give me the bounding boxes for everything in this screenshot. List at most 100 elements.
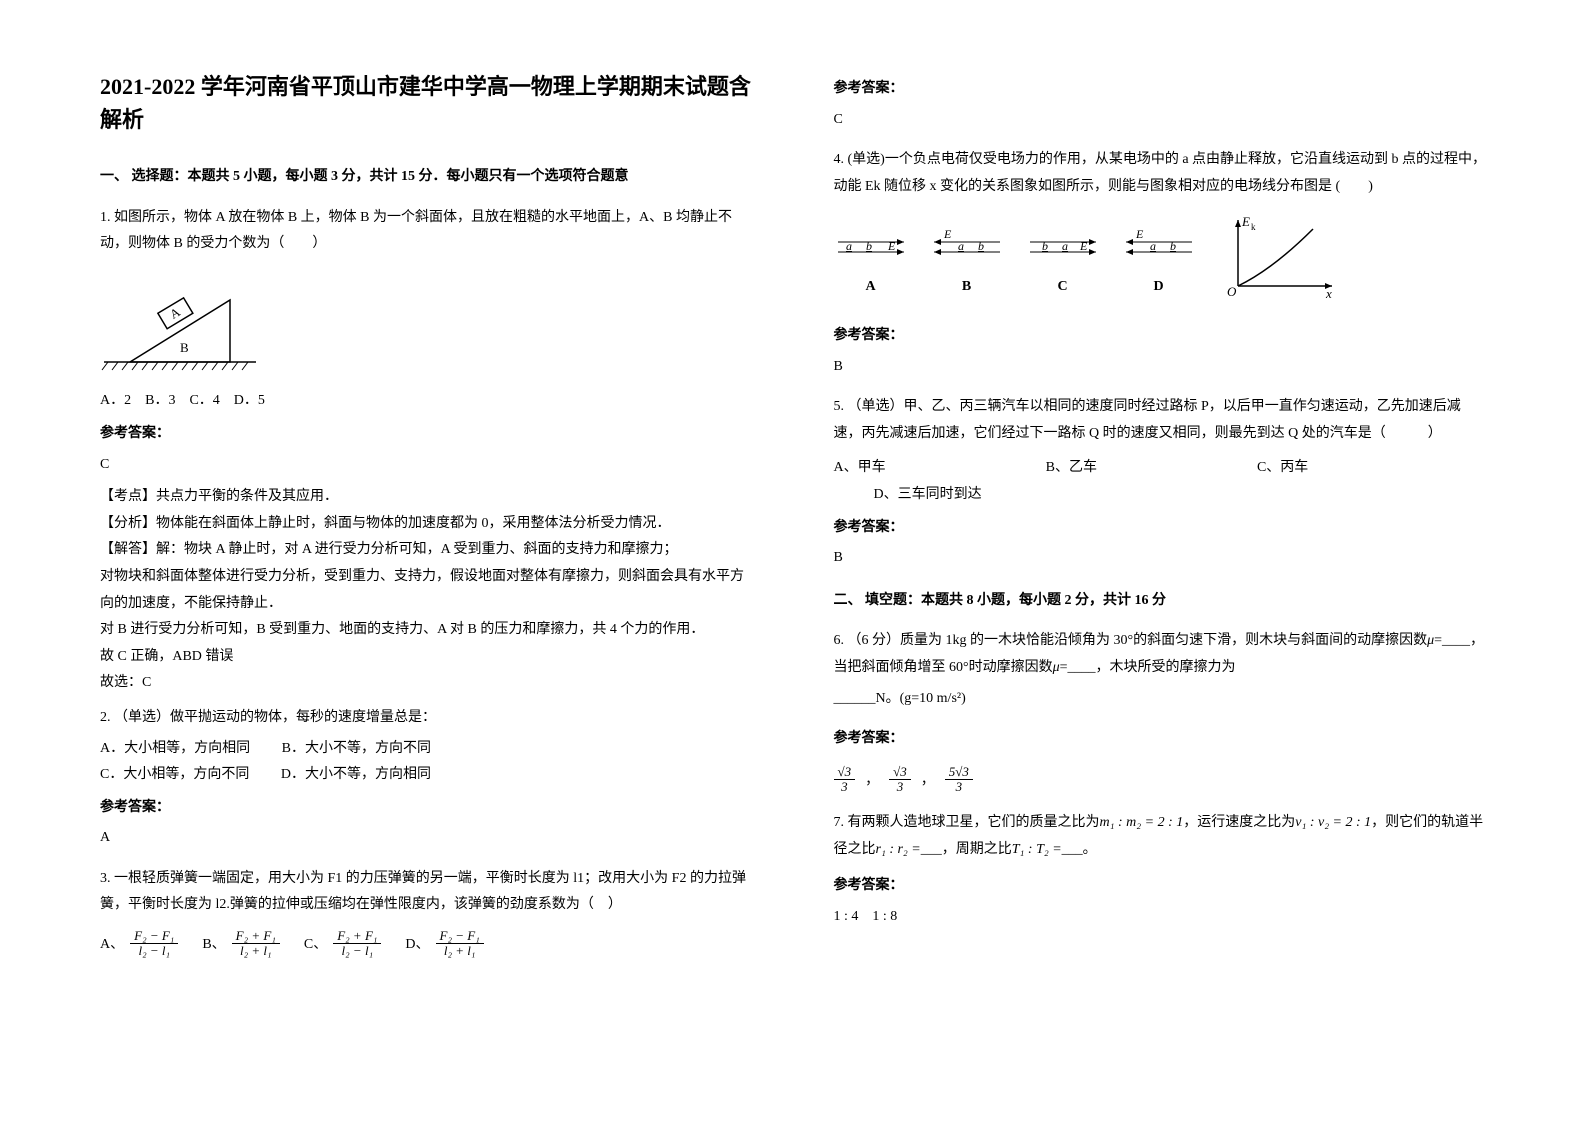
q3-formula-b: B、 F₂ + F₁l₂ + l₁ (202, 929, 280, 959)
svg-text:a: a (1062, 239, 1068, 253)
q3-c-den: l₂ − l₁ (338, 944, 378, 958)
svg-text:E: E (1079, 239, 1088, 253)
q7-answer: 1 : 4 1 : 8 (834, 904, 1488, 931)
q7-text4: ，周期之比 (942, 842, 1012, 857)
q3-c-num: F₂ + F₁ (333, 929, 381, 944)
q4-ek-graph: E k O x (1218, 214, 1338, 311)
q3-b-den: l₂ + l₁ (236, 944, 276, 958)
svg-text:E: E (1241, 214, 1250, 229)
q3-formula-a: A、 F₂ − F₁l₂ − l₁ (100, 929, 178, 959)
q6-sep2: ， (921, 768, 935, 795)
q7-text5: 。 (1083, 842, 1097, 857)
svg-text:a: a (1150, 239, 1156, 253)
svg-text:a: a (846, 239, 852, 253)
q7-ratio3: r₁ : r₂ = (876, 842, 921, 857)
q2-answer-label: 参考答案： (100, 795, 754, 822)
svg-text:B: B (180, 340, 189, 355)
q6-text3: =____，木块所受的摩擦力为 (1060, 660, 1236, 675)
q3-formula-row: A、 F₂ − F₁l₂ − l₁ B、 F₂ + F₁l₂ + l₁ C、 F… (100, 929, 754, 959)
q3-label-b: B、 (202, 932, 225, 959)
q6-text4: ______N。(g=10 m/s²) (834, 686, 1488, 713)
question-4-diagram: a b E A E a b B (834, 214, 1488, 311)
q4-answer: B (834, 354, 1488, 381)
q3-label-d: D、 (405, 932, 429, 959)
svg-text:E: E (943, 230, 952, 241)
q3-answer: C (834, 107, 1488, 134)
q2-options-row1: A．大小相等，方向相同 B．大小不等，方向不同 (100, 736, 754, 763)
q4-field-d: E a b D (1122, 224, 1196, 301)
question-1-diagram: B A (100, 272, 754, 383)
q7-ratio2: v₁ : v₂ = 2 : 1 (1295, 815, 1371, 830)
question-7: 7. 有两颗人造地球卫星，它们的质量之比为m₁ : m₂ = 2 : 1，运行速… (834, 810, 1488, 863)
svg-text:A: A (167, 304, 183, 322)
q4-answer-label: 参考答案： (834, 323, 1488, 350)
q1-analysis-point: 【考点】共点力平衡的条件及其应用． (100, 484, 754, 511)
q5-options-row1: A、甲车 B、乙车 C、丙车 (834, 455, 1488, 482)
q5-answer-label: 参考答案： (834, 515, 1488, 542)
q1-analysis-jieda5: 故选：C (100, 670, 754, 697)
q3-label-c: C、 (304, 932, 327, 959)
q1-analysis-jieda3: 对 B 进行受力分析可知，B 受到重力、地面的支持力、A 对 B 的压力和摩擦力… (100, 617, 754, 644)
q7-text1: 7. 有两颗人造地球卫星，它们的质量之比为 (834, 815, 1100, 830)
q3-d-den: l₂ + l₁ (440, 944, 480, 958)
q7-blank1: ___ (921, 842, 942, 857)
q3-answer-label: 参考答案： (834, 76, 1488, 103)
q7-ratio1: m₁ : m₂ = 2 : 1 (1100, 815, 1184, 830)
question-4-text: 4. (单选)一个负点电荷仅受电场力的作用，从某电场中的 a 点由静止释放，它沿… (834, 147, 1488, 200)
q2-answer: A (100, 825, 754, 852)
left-column: 2021-2022 学年河南省平顶山市建华中学高一物理上学期期末试题含解析 一、… (100, 70, 794, 1082)
svg-text:a: a (958, 239, 964, 253)
q3-a-den: l₂ − l₁ (134, 944, 174, 958)
q6-text1: 6. （6 分）质量为 1kg 的一木块恰能沿倾角为 30°的斜面匀速下滑，则木… (834, 633, 1428, 648)
q2-opt-a: A．大小相等，方向相同 (100, 741, 250, 756)
q1-answer-label: 参考答案： (100, 421, 754, 448)
q1-analysis-jieda1: 【解答】解：物块 A 静止时，对 A 进行受力分析可知，A 受到重力、斜面的支持… (100, 537, 754, 564)
svg-text:x: x (1325, 286, 1332, 300)
q6-a1-num: √3 (834, 765, 856, 780)
question-5-text: 5. （单选）甲、乙、丙三辆汽车以相同的速度同时经过路标 P，以后甲一直作匀速运… (834, 394, 1488, 447)
q4-field-a: a b E A (834, 224, 908, 301)
svg-text:k: k (1251, 222, 1256, 232)
q1-analysis-jieda4: 故 C 正确，ABD 错误 (100, 644, 754, 671)
question-1-text: 1. 如图所示，物体 A 放在物体 B 上，物体 B 为一个斜面体，且放在粗糙的… (100, 205, 754, 258)
svg-text:b: b (1170, 239, 1176, 253)
q5-opt-c: C、丙车 (1257, 455, 1308, 482)
question-1-options: A．2 B．3 C．4 D．5 (100, 388, 754, 415)
q3-label-a: A、 (100, 932, 124, 959)
q4-field-b: E a b B (930, 224, 1004, 301)
q6-a2-den: 3 (893, 780, 908, 794)
svg-text:O: O (1227, 284, 1237, 299)
q6-a1-den: 3 (837, 780, 852, 794)
q1-analysis-fenxi: 【分析】物体能在斜面体上静止时，斜面与物体的加速度都为 0，采用整体法分析受力情… (100, 511, 754, 538)
q5-opt-d: D、三车同时到达 (834, 482, 1488, 509)
q6-answer-row: √33 ， √33 ， 5√33 (834, 765, 1488, 795)
svg-text:b: b (978, 239, 984, 253)
q6-a2-num: √3 (889, 765, 911, 780)
q4-label-c: C (1057, 274, 1067, 301)
q4-label-d: D (1153, 274, 1163, 301)
svg-text:b: b (1042, 239, 1048, 253)
svg-text:b: b (866, 239, 872, 253)
q2-options-row2: C．大小相等，方向不同 D．大小不等，方向相同 (100, 762, 754, 789)
q4-field-c: b a E C (1026, 224, 1100, 301)
right-column: 参考答案： C 4. (单选)一个负点电荷仅受电场力的作用，从某电场中的 a 点… (794, 70, 1488, 1082)
q7-text2: ，运行速度之比为 (1183, 815, 1295, 830)
q1-analysis-jieda2: 对物块和斜面体整体进行受力分析，受到重力、支持力，假设地面对整体有摩擦力，则斜面… (100, 564, 754, 617)
q4-label-b: B (962, 274, 971, 301)
q6-a3-den: 3 (952, 780, 967, 794)
q6-answer-label: 参考答案： (834, 726, 1488, 753)
q7-answer-label: 参考答案： (834, 873, 1488, 900)
q6-sep1: ， (865, 768, 879, 795)
q3-a-num: F₂ − F₁ (130, 929, 178, 944)
q3-formula-d: D、 F₂ − F₁l₂ + l₁ (405, 929, 483, 959)
q2-opt-d: D．大小不等，方向相同 (281, 767, 431, 782)
question-3-text: 3. 一根轻质弹簧一端固定，用大小为 F1 的力压弹簧的另一端，平衡时长度为 l… (100, 866, 754, 919)
q1-answer: C (100, 452, 754, 479)
svg-text:E: E (1135, 230, 1144, 241)
q5-answer: B (834, 545, 1488, 572)
section-1-title: 一、 选择题：本题共 5 小题，每小题 3 分，共计 15 分．每小题只有一个选… (100, 164, 754, 191)
q4-label-a: A (865, 274, 875, 301)
q6-a3-num: 5√3 (945, 765, 973, 780)
q7-blank2: ___ (1062, 842, 1083, 857)
section-2-title: 二、 填空题：本题共 8 小题，每小题 2 分，共计 16 分 (834, 588, 1488, 615)
